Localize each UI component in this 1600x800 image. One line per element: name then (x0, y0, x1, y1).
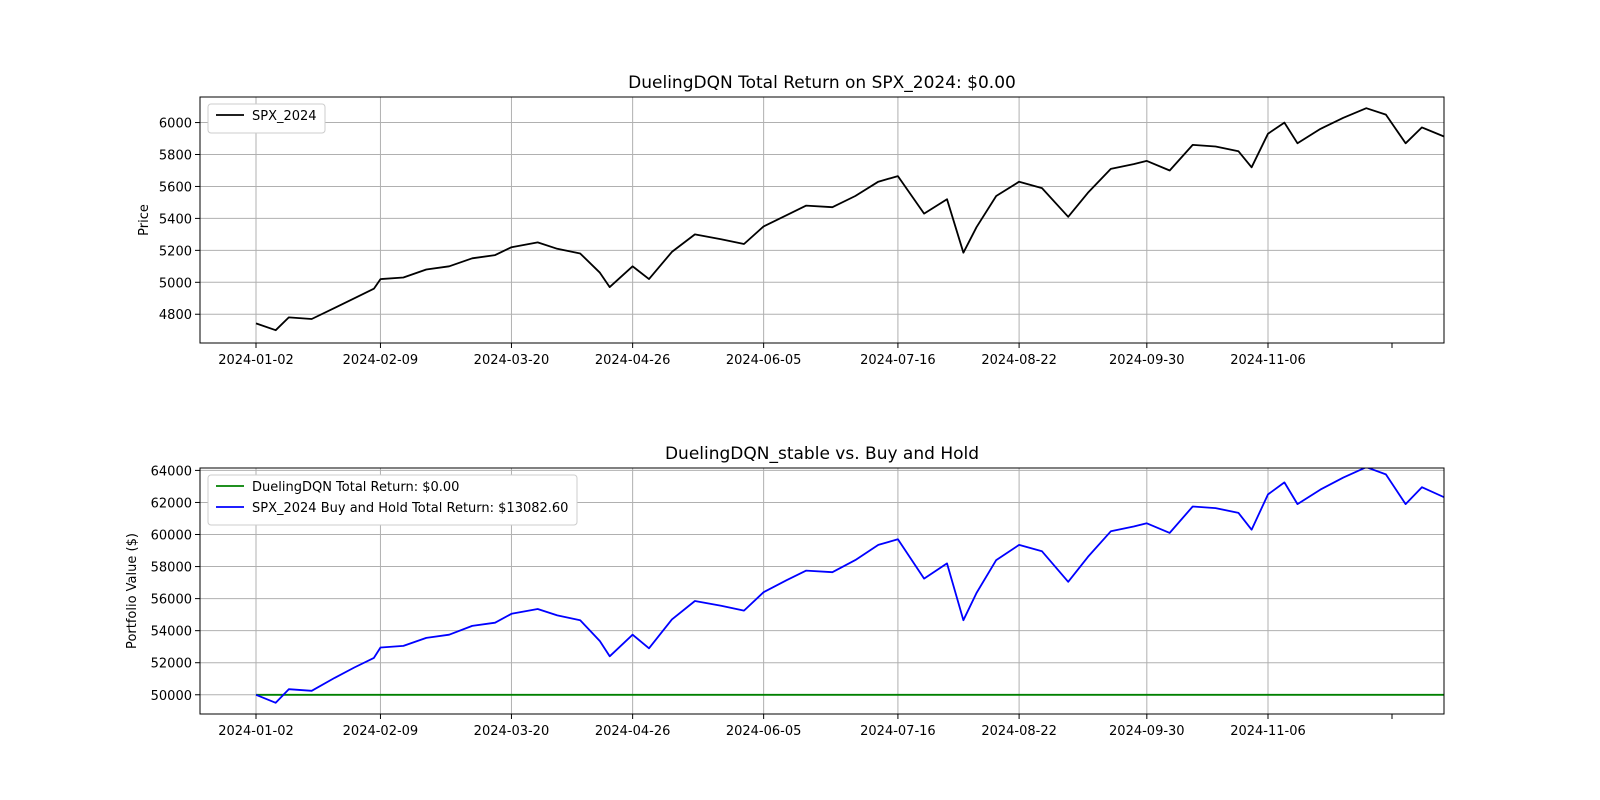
x-tick-label: 2024-02-09 (343, 353, 419, 368)
plot-frame (199, 467, 1445, 715)
legend-box (207, 103, 326, 134)
y-tick-label: 56000 (151, 593, 192, 608)
x-tick-label: 2024-04-26 (595, 724, 671, 739)
y-tick-label: 6000 (159, 117, 192, 132)
legend: DuelingDQN Total Return: $0.00 SPX_2024 B… (207, 474, 578, 526)
price-chart: 2024-01-02 2024-02-09 2024-03-20 2024-04-26… (137, 73, 1445, 368)
y-tick-label: 5000 (159, 276, 192, 291)
y-tick-label: 5400 (159, 212, 192, 227)
x-tick-label: 2024-08-22 (981, 724, 1057, 739)
x-tick-label: 2024-11-06 (1230, 724, 1306, 739)
x-tick-label: 2024-02-09 (343, 724, 419, 739)
y-tick-label: 52000 (151, 657, 192, 672)
series-line (255, 468, 1444, 704)
y-tick-label: 64000 (151, 464, 192, 479)
plot-frame (199, 96, 1445, 344)
x-tick-label: 2024-01-02 (218, 724, 294, 739)
y-tick-label: 5800 (159, 149, 192, 164)
y-tick-label: 62000 (151, 496, 192, 511)
x-tick-label: 2024-04-26 (595, 353, 671, 368)
legend-box (207, 474, 578, 526)
x-tick-label: 2024-11-06 (1230, 353, 1306, 368)
x-tick-label: 2024-06-05 (726, 353, 802, 368)
x-tick-label: 2024-06-05 (726, 724, 802, 739)
series-line (255, 107, 1444, 332)
chart-title: DuelingDQN_stable vs. Buy and Hold (665, 444, 979, 464)
y-tick-label: 60000 (151, 529, 192, 544)
portfolio-chart: 2024-01-02 2024-02-09 2024-03-20 2024-04-26… (125, 444, 1445, 739)
y-tick-label: 4800 (159, 308, 192, 323)
y-tick-label: 54000 (151, 625, 192, 640)
y-tick-label: 58000 (151, 561, 192, 576)
x-tick-label: 2024-07-16 (860, 353, 936, 368)
legend-label: SPX_2024 (252, 109, 317, 124)
legend-label: SPX_2024 Buy and Hold Total Return: $130… (252, 501, 568, 516)
x-tick-label: 2024-07-16 (860, 724, 936, 739)
chart-title: DuelingDQN Total Return on SPX_2024: $0.… (628, 73, 1016, 93)
x-tick-label: 2024-08-22 (981, 353, 1057, 368)
x-tick-label: 2024-01-02 (218, 353, 294, 368)
x-tick-label: 2024-09-30 (1109, 724, 1185, 739)
y-tick-label: 5200 (159, 244, 192, 259)
x-tick-label: 2024-03-20 (474, 724, 550, 739)
legend-label: DuelingDQN Total Return: $0.00 (252, 480, 459, 495)
y-tick-label: 5600 (159, 180, 192, 195)
legend: SPX_2024 (207, 103, 326, 134)
y-tick-label: 50000 (151, 689, 192, 704)
x-tick-label: 2024-03-20 (474, 353, 550, 368)
x-tick-label: 2024-09-30 (1109, 353, 1185, 368)
y-axis-label: Portfolio Value ($) (125, 533, 140, 649)
y-axis-label: Price (137, 204, 152, 236)
